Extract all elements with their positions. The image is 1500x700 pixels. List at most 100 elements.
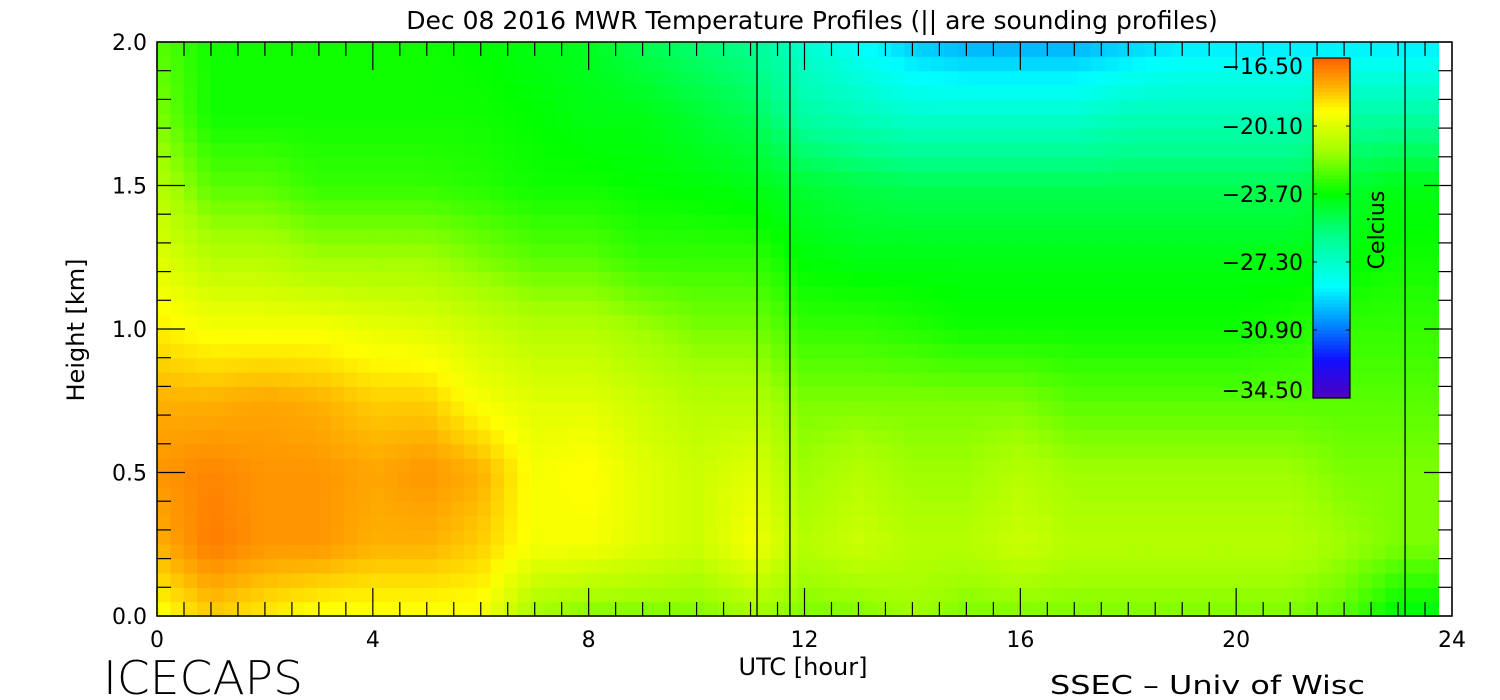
heatmap-cell — [811, 171, 826, 187]
heatmap-cell — [1051, 429, 1066, 445]
heatmap-cell — [303, 85, 318, 100]
heatmap-cell — [877, 529, 892, 545]
heatmap-cell — [170, 70, 185, 86]
heatmap-cell — [517, 171, 532, 187]
heatmap-cell — [811, 70, 826, 86]
heatmap-cell — [290, 285, 305, 301]
heatmap-cell — [1104, 558, 1119, 574]
heatmap-cell — [891, 486, 906, 502]
heatmap-cell — [303, 601, 318, 617]
heatmap-cell — [1358, 271, 1373, 287]
heatmap-cell — [1318, 443, 1333, 459]
heatmap-cell — [1064, 472, 1079, 488]
heatmap-cell — [1425, 271, 1440, 287]
heatmap-cell — [223, 572, 238, 588]
heatmap-cell — [1358, 558, 1373, 574]
heatmap-cell — [1385, 357, 1400, 373]
heatmap-cell — [891, 171, 906, 187]
heatmap-cell — [1144, 70, 1159, 86]
heatmap-cell — [1251, 85, 1266, 100]
heatmap-cell — [744, 329, 759, 344]
heatmap-cell — [357, 357, 372, 373]
heatmap-cell — [330, 171, 345, 187]
heatmap-cell — [223, 214, 238, 230]
heatmap-cell — [717, 515, 732, 531]
heatmap-cell — [357, 429, 372, 445]
heatmap-cell — [343, 386, 358, 402]
heatmap-cell — [1078, 128, 1093, 144]
heatmap-cell — [343, 429, 358, 445]
heatmap-cell — [744, 185, 759, 201]
heatmap-cell — [650, 257, 665, 273]
heatmap-cell — [210, 572, 225, 588]
heatmap-cell — [570, 357, 585, 373]
heatmap-cell — [303, 386, 318, 402]
heatmap-cell — [1371, 285, 1386, 301]
heatmap-cell — [1051, 572, 1066, 588]
heatmap-cell — [704, 99, 719, 115]
heatmap-cell — [1291, 572, 1306, 588]
heatmap-cell — [490, 99, 505, 115]
heatmap-cell — [1091, 271, 1106, 287]
heatmap-cell — [1051, 372, 1066, 387]
heatmap-cell — [904, 70, 919, 86]
heatmap-cell — [864, 85, 879, 100]
heatmap-cell — [1184, 128, 1199, 144]
heatmap-cell — [1051, 314, 1066, 330]
heatmap-cell — [197, 42, 211, 57]
heatmap-cell — [891, 314, 906, 330]
heatmap-cell — [1278, 156, 1293, 172]
heatmap-cell — [690, 242, 705, 258]
heatmap-cell — [624, 271, 639, 287]
heatmap-cell — [357, 314, 372, 330]
heatmap-cell — [157, 529, 171, 545]
heatmap-cell — [223, 85, 238, 100]
heatmap-cell — [1305, 572, 1319, 588]
heatmap-cell — [1158, 228, 1173, 244]
heatmap-cell — [717, 443, 732, 459]
heatmap-cell — [1144, 228, 1159, 244]
heatmap-cell — [757, 156, 772, 172]
heatmap-cell — [477, 472, 492, 488]
heatmap-cell — [290, 601, 305, 617]
heatmap-cell — [904, 544, 919, 560]
heatmap-cell — [370, 458, 385, 474]
heatmap-cell — [1425, 486, 1440, 502]
heatmap-cell — [1385, 85, 1400, 100]
heatmap-cell — [1198, 285, 1213, 301]
heatmap-cell — [864, 199, 879, 215]
heatmap-cell — [1198, 343, 1213, 359]
heatmap-cell — [410, 199, 425, 215]
heatmap-cell — [170, 357, 185, 373]
heatmap-cell — [490, 372, 505, 387]
heatmap-cell — [1131, 443, 1146, 459]
heatmap-cell — [957, 257, 972, 273]
heatmap-cell — [263, 587, 278, 603]
heatmap-cell — [544, 429, 559, 445]
heatmap-cell — [1211, 329, 1226, 344]
heatmap-cell — [1131, 214, 1146, 230]
heatmap-cell — [544, 85, 559, 100]
heatmap-cell — [917, 357, 932, 373]
heatmap-cell — [1038, 56, 1052, 72]
heatmap-cell — [157, 314, 171, 330]
heatmap-cell — [1358, 372, 1373, 387]
heatmap-cell — [984, 501, 999, 517]
heatmap-cell — [383, 443, 398, 459]
heatmap-cell — [557, 372, 572, 387]
heatmap-cell — [450, 314, 465, 330]
heatmap-cell — [1331, 486, 1346, 502]
heatmap-cell — [464, 400, 478, 416]
heatmap-cell — [1411, 357, 1426, 373]
heatmap-cell — [423, 56, 438, 72]
heatmap-cell — [1318, 429, 1333, 445]
heatmap-cell — [1211, 300, 1226, 316]
heatmap-cell — [1425, 156, 1440, 172]
heatmap-cell — [811, 300, 826, 316]
heatmap-cell — [677, 386, 692, 402]
heatmap-cell — [397, 415, 412, 431]
heatmap-cell — [1104, 529, 1119, 545]
heatmap-cell — [1064, 486, 1079, 502]
heatmap-cell — [237, 242, 252, 258]
heatmap-cell — [183, 558, 198, 574]
